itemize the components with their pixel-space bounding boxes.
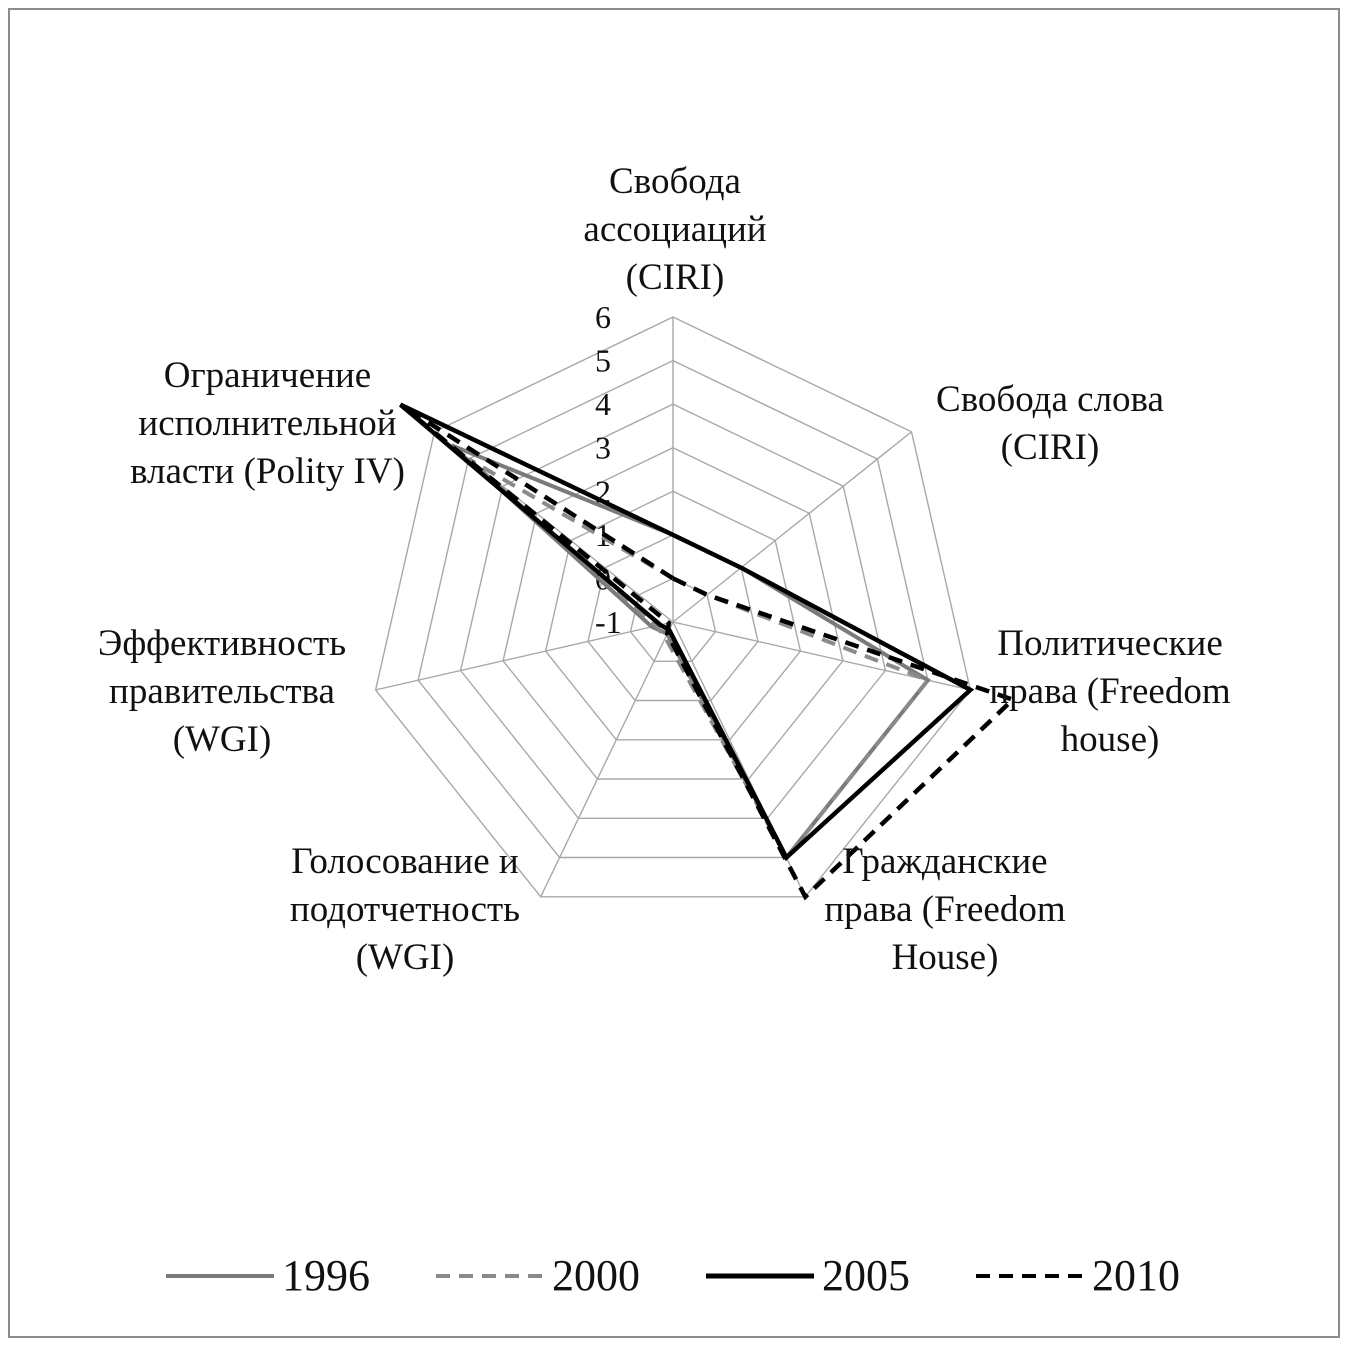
chart-legend: 1996 2000 2005 2010 (160, 1246, 1220, 1306)
grid-spoke (672, 431, 912, 623)
legend-item-1996: 1996 (160, 1246, 400, 1306)
legend-swatch-2010 (976, 1274, 1084, 1278)
grid-ring (417, 359, 929, 859)
tick-label: 5 (595, 343, 611, 379)
axis-label-civil-rights: Гражданские права (Freedom House) (824, 841, 1066, 978)
legend-item-2010: 2010 (970, 1246, 1210, 1306)
grid-spoke (375, 621, 674, 691)
legend-swatch-2000 (436, 1274, 544, 1278)
grid-spoke (672, 621, 971, 691)
legend-label-2000: 2000 (552, 1251, 640, 1300)
legend-item-2000: 2000 (430, 1246, 670, 1306)
axis-label-government-effectiveness: Эффективность правительства (WGI) (97, 623, 347, 760)
tick-label: 3 (595, 430, 611, 466)
grid-ring (629, 577, 717, 662)
legend-swatch-2005 (706, 1273, 814, 1279)
axis-label-executive-constraints: Ограничение исполнительной власти (Polit… (130, 355, 405, 492)
grid-spoke (540, 621, 674, 898)
axis-label-voice-accountability: Голосование и подотчетность (WGI) (289, 841, 521, 978)
tick-label: -1 (595, 604, 622, 640)
grid-ring (374, 316, 972, 898)
legend-label-1996: 1996 (282, 1251, 370, 1300)
tick-label: 6 (595, 299, 611, 335)
tick-label: 4 (595, 386, 611, 422)
legend-label-2010: 2010 (1092, 1251, 1180, 1300)
grid-ring (459, 403, 887, 819)
axis-label-political-rights: Политические права (Freedom house) (989, 623, 1231, 760)
series-line-2010 (399, 402, 1018, 901)
legend-label-2005: 2005 (822, 1251, 910, 1300)
radar-grid (374, 316, 972, 898)
axis-label-freedom-speech: Свобода слова (CIRI) (936, 379, 1164, 468)
grid-ring (502, 446, 844, 780)
axis-label-freedom-association: Свобода ассоциаций (CIRI) (583, 161, 767, 298)
chart-frame (8, 8, 1340, 1338)
grid-ring (544, 490, 802, 741)
legend-swatch-1996 (166, 1274, 274, 1278)
radar-series (399, 402, 1018, 901)
legend-item-2005: 2005 (700, 1246, 940, 1306)
